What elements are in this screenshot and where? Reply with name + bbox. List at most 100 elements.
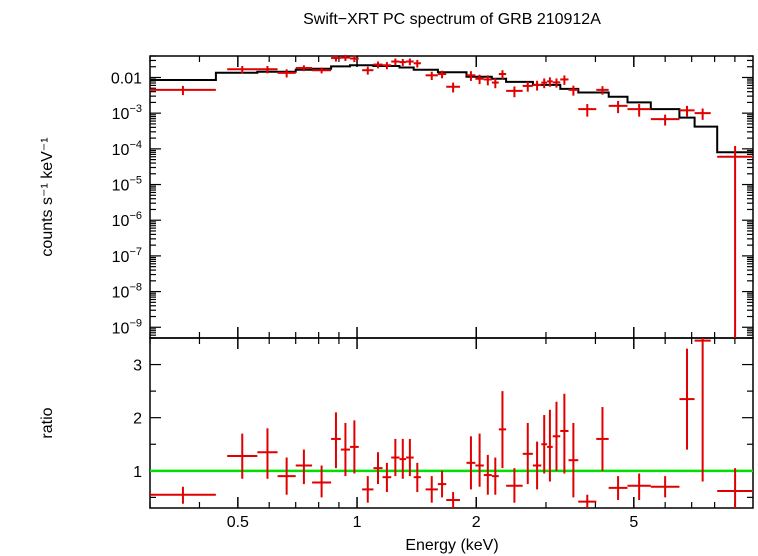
spectrum-data-point (227, 65, 258, 74)
ratio-data-point (406, 438, 414, 477)
spectrum-data-point (350, 55, 359, 63)
ratio-data-point (498, 391, 507, 469)
spectrum-data-point (437, 70, 447, 79)
spectrum-data-point (491, 78, 499, 89)
ratio-data-point (391, 438, 400, 477)
ratio-y-axis-label: ratio (39, 407, 56, 438)
spectrum-data-point (295, 65, 313, 72)
spectrum-data-point (596, 86, 609, 95)
x-axis-label: Energy (keV) (405, 537, 498, 554)
ratio-data-point (382, 462, 392, 493)
spectrum-y-tick-label: 10−5 (112, 175, 142, 195)
ratio-data-point (506, 468, 523, 503)
ratio-data-point (437, 470, 447, 498)
spectrum-data-point (552, 78, 561, 88)
spectrum-data-point (608, 100, 628, 114)
spectrum-y-tick-label: 10−3 (112, 103, 142, 123)
spectrum-data-point (466, 71, 476, 81)
spectrum-data-point (498, 70, 507, 80)
ratio-panel-frame (149, 337, 754, 509)
spectrum-data-point (399, 58, 407, 66)
spectrum-data-point (694, 108, 711, 120)
spectrum-data-point (150, 85, 216, 96)
ratio-data-point (532, 441, 542, 490)
ratio-data-point (373, 452, 383, 485)
ratio-data-point (694, 338, 711, 482)
ratio-data-point (552, 401, 561, 471)
spectrum-y-tick-label: 10−6 (112, 210, 142, 230)
ratio-data-point (627, 473, 651, 501)
spectrum-data-point (627, 104, 651, 117)
ratio-data-point (475, 433, 484, 487)
x-tick-label: 0.5 (227, 514, 249, 531)
ratio-data-point (483, 454, 492, 495)
ratio-y-tick-labels: 1 2 3 (133, 358, 142, 481)
ratio-y-tick-label: 2 (133, 411, 142, 428)
ratio-data-point (295, 449, 313, 485)
ratio-data-point (425, 476, 438, 503)
spectrum-data-point (406, 58, 414, 66)
spectrum-data-point (483, 75, 492, 86)
ratio-y-tick-label: 1 (133, 464, 142, 481)
ratio-data-point (340, 423, 351, 477)
spectrum-data-point (425, 71, 438, 81)
ratio-data-point (650, 476, 680, 498)
x-tick-labels: 0.5 1 2 5 (227, 514, 639, 531)
spectrum-y-tick-label: 10−8 (112, 282, 142, 302)
ratio-data-point (679, 348, 695, 450)
data-points-layer (150, 54, 753, 508)
spectrum-data-point (446, 82, 461, 93)
spectrum-panel-frame (149, 55, 754, 339)
spectrum-data-point (717, 146, 753, 338)
spectrum-data-point (522, 81, 533, 92)
spectrum-y-axis-label: counts s⁻¹ keV⁻¹ (39, 137, 56, 256)
spectrum-data-point (391, 58, 400, 66)
x-tick-label: 5 (629, 514, 638, 531)
spectrum-data-point (578, 104, 597, 117)
spectrum-y-tick-label: 0.01 (111, 70, 142, 87)
spectrum-data-point (382, 62, 392, 70)
spectrum-data-point (413, 59, 421, 68)
spectrum-data-point (475, 74, 484, 85)
ratio-data-point (547, 409, 553, 482)
ratio-data-point (560, 393, 569, 474)
ratio-data-point (596, 407, 609, 471)
ratio-data-point (446, 492, 461, 508)
ratio-data-point (568, 423, 579, 498)
ratio-data-point (466, 436, 476, 490)
model-layer (150, 64, 753, 154)
spectrum-data-point (331, 55, 341, 62)
ratio-data-point (717, 468, 753, 508)
ratio-data-point (277, 457, 296, 495)
ratio-data-point (331, 412, 341, 469)
spectrum-data-point (532, 80, 542, 91)
ratio-data-point (541, 415, 548, 474)
ratio-data-point (350, 420, 359, 474)
spectrum-data-point (506, 86, 523, 98)
spectrum-y-tick-label: 10−9 (112, 317, 142, 337)
ratio-data-point (522, 423, 533, 485)
spectrum-data-point (257, 65, 278, 74)
ratio-data-point (312, 465, 332, 498)
spectrum-data-point (568, 85, 579, 96)
ratio-data-point (413, 462, 421, 493)
spectrum-y-tick-label: 10−4 (112, 139, 142, 159)
x-tick-label: 1 (353, 514, 362, 531)
spectrum-data-point (373, 61, 383, 69)
spectrum-data-point (650, 114, 680, 126)
ratio-data-point (227, 433, 258, 479)
spectrum-data-point (362, 66, 374, 75)
spectrum-data-point (679, 105, 695, 117)
ratio-data-point (578, 494, 597, 508)
spectrum-data-point (340, 54, 351, 61)
spectrum-y-tick-label: 10−7 (112, 246, 142, 266)
ratio-data-point (150, 486, 216, 504)
spectrum-data-point (541, 78, 548, 89)
ratio-data-point (491, 457, 499, 495)
spectrum-data-point (560, 75, 569, 85)
ratio-data-point (608, 476, 628, 501)
ratio-data-point (257, 428, 278, 479)
chart-title: Swift−XRT PC spectrum of GRB 210912A (303, 11, 601, 28)
spectrum-y-tick-labels: 0.01 10−3 10−4 10−5 10−6 10−7 10−8 10−9 (111, 70, 142, 337)
